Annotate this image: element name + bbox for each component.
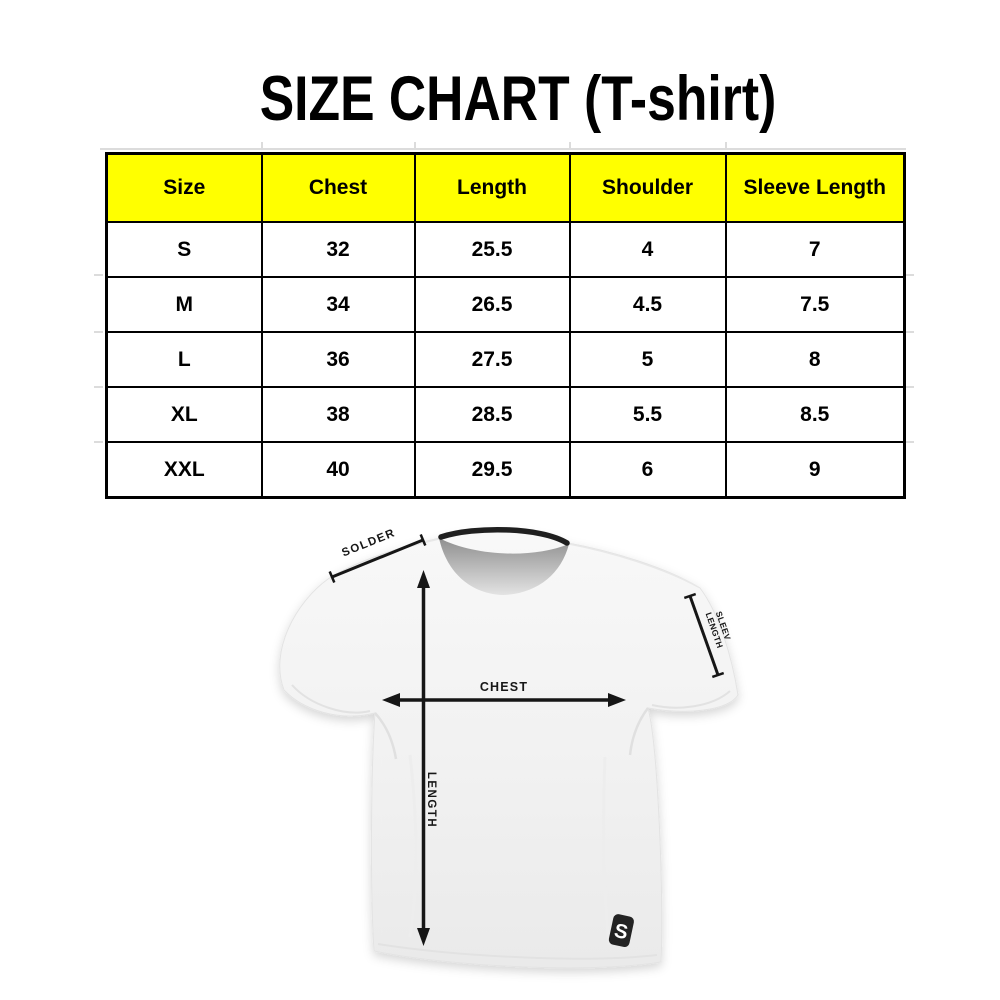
- length-label: LENGTH: [425, 772, 437, 828]
- value-cell: 4: [568, 221, 727, 278]
- tshirt-body: S: [279, 526, 739, 969]
- table-row: M 34 26.5 4.5 7.5: [105, 276, 906, 333]
- value-cell: 7: [724, 221, 906, 278]
- brand-logo-letter: S: [612, 920, 630, 944]
- length-arrow: [417, 570, 430, 946]
- column-header-shoulder: Shoulder: [568, 152, 727, 223]
- value-cell: 29.5: [413, 441, 571, 499]
- table-row: L 36 27.5 5 8: [105, 331, 906, 388]
- table-row: S 32 25.5 4 7: [105, 221, 906, 278]
- value-cell: 40: [260, 441, 416, 499]
- value-cell: 34: [260, 276, 416, 333]
- value-cell: 7.5: [724, 276, 906, 333]
- size-cell: XL: [105, 386, 263, 443]
- column-header-length: Length: [413, 152, 571, 223]
- size-chart-table: Size Chest Length Shoulder Sleeve Length S 32…: [105, 152, 906, 499]
- column-header-sleeve-length: Sleeve Length: [724, 152, 906, 223]
- value-cell: 4.5: [568, 276, 727, 333]
- page-title: SIZE CHART (T-shirt): [259, 64, 777, 134]
- chest-label: CHEST: [480, 680, 528, 694]
- value-cell: 26.5: [413, 276, 571, 333]
- collar-band: [438, 526, 570, 546]
- value-cell: 6: [568, 441, 727, 499]
- value-cell: 27.5: [413, 331, 571, 388]
- tshirt-measurement-diagram: S LENGTH CHEST SOLDER: [279, 526, 739, 969]
- value-cell: 25.5: [413, 221, 571, 278]
- neck-opening: [439, 538, 569, 595]
- chest-arrow: [382, 693, 626, 707]
- brand-tag: S: [608, 914, 634, 948]
- column-header-size: Size: [105, 152, 263, 223]
- size-cell: S: [105, 221, 263, 278]
- shoulder-measure-line: [328, 534, 427, 583]
- value-cell: 38: [260, 386, 416, 443]
- table-header-row: Size Chest Length Shoulder Sleeve Length: [105, 152, 906, 223]
- size-cell: XXL: [105, 441, 263, 499]
- column-header-chest: Chest: [260, 152, 416, 223]
- sleeve-measure-line: [683, 592, 725, 679]
- value-cell: 5.5: [568, 386, 727, 443]
- value-cell: 8.5: [724, 386, 906, 443]
- table-row: XL 38 28.5 5.5 8.5: [105, 386, 906, 443]
- value-cell: 5: [568, 331, 727, 388]
- value-cell: 28.5: [413, 386, 571, 443]
- value-cell: 36: [260, 331, 416, 388]
- value-cell: 32: [260, 221, 416, 278]
- size-cell: M: [105, 276, 263, 333]
- value-cell: 8: [724, 331, 906, 388]
- size-cell: L: [105, 331, 263, 388]
- table-row: XXL 40 29.5 6 9: [105, 441, 906, 499]
- value-cell: 9: [724, 441, 906, 499]
